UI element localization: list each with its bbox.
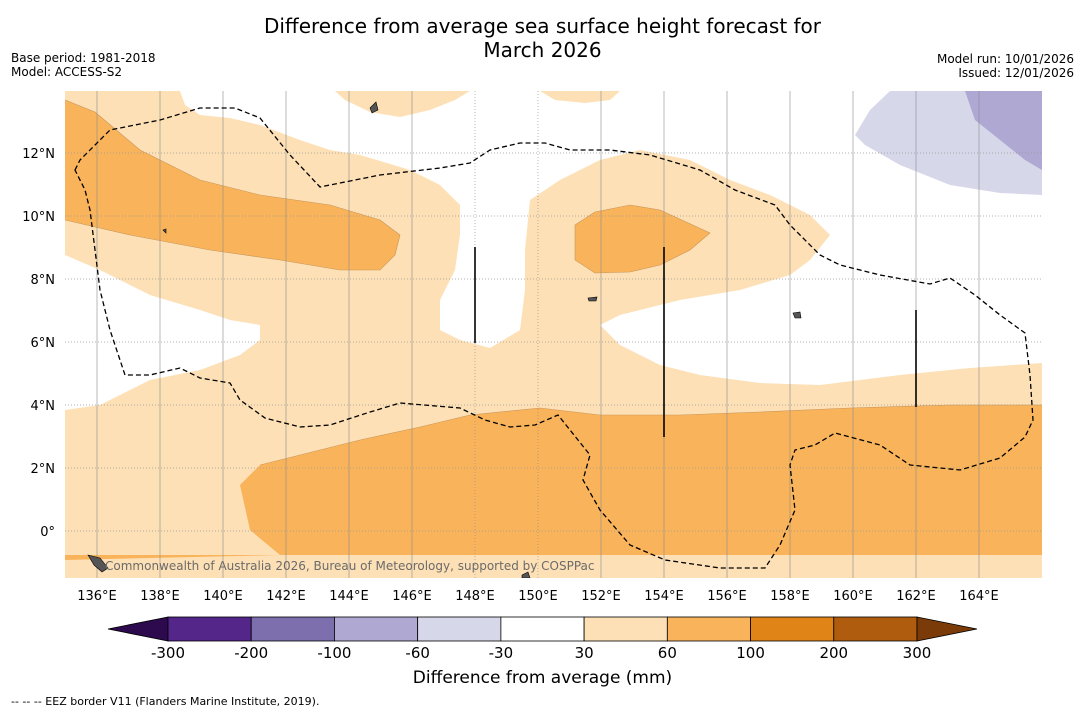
title-line-1: Difference from average sea surface heig… (263, 14, 822, 38)
eez-footnote: -- -- -- EEZ border V11 (Flanders Marine… (11, 695, 320, 708)
lon-label: 162°E (896, 589, 936, 604)
lon-label: 144°E (329, 589, 369, 604)
colorbar-tick-label: 60 (658, 644, 677, 662)
meta-left: Base period: 1981-2018 Model: ACCESS-S2 (11, 51, 156, 79)
colorbar-swatch (417, 616, 502, 642)
colorbar-swatch (500, 616, 585, 642)
lat-label: 4°N (31, 399, 56, 414)
colorbar-ticks: -300 -200 -100 -60 -30 30 60 100 200 300 (151, 644, 931, 662)
lon-label: 154°E (644, 589, 684, 604)
vertical-markers (474, 247, 917, 437)
map-panel: Commonwealth of Australia 2026, Bureau o… (65, 91, 1042, 578)
lon-labels: 136°E 138°E 140°E 142°E 144°E 146°E 148°… (77, 589, 999, 604)
colorbar-swatch (583, 616, 668, 642)
colorbar-swatch (250, 616, 335, 642)
model-run: Model run: 10/01/2026 (936, 52, 1074, 66)
colorbar-tick-label: -100 (317, 644, 351, 662)
lon-label: 140°E (203, 589, 243, 604)
colorbar-tick-label: -200 (234, 644, 268, 662)
model-name: Model: ACCESS-S2 (11, 65, 123, 79)
colorbar-tick-label: 300 (903, 644, 932, 662)
colorbar-swatch (750, 616, 835, 642)
lat-label: 2°N (31, 462, 56, 477)
lat-label: 12°N (22, 147, 55, 162)
lon-label: 158°E (770, 589, 810, 604)
colorbar-tick-label: -30 (489, 644, 514, 662)
title-line-2: March 2026 (483, 38, 602, 62)
lat-label: 8°N (31, 273, 56, 288)
lat-labels: 12°N 10°N 8°N 6°N 4°N 2°N 0° (22, 147, 55, 540)
lat-label: 10°N (22, 210, 55, 225)
lon-label: 138°E (140, 589, 180, 604)
lon-label: 148°E (455, 589, 495, 604)
eez-border (74, 107, 1034, 569)
anomaly-neg-60-100-mm (965, 91, 1042, 170)
colorbar-tick-label: 100 (736, 644, 765, 662)
lat-label: 6°N (31, 336, 56, 351)
attribution-text: Commonwealth of Australia 2026, Bureau o… (105, 559, 595, 573)
colorbar-swatch (334, 616, 419, 642)
base-period: Base period: 1981-2018 (11, 51, 156, 65)
islands (87, 101, 802, 578)
lon-label: 142°E (266, 589, 306, 604)
anomaly-60-100-mm (65, 100, 1042, 560)
lon-label: 136°E (77, 589, 117, 604)
colorbar (107, 616, 978, 642)
meta-right: Model run: 10/01/2026 Issued: 12/01/2026 (937, 52, 1074, 80)
colorbar-swatch (833, 616, 918, 642)
lon-label: 160°E (833, 589, 873, 604)
colorbar-swatch (167, 616, 252, 642)
colorbar-tick-label: 30 (575, 644, 594, 662)
lon-label: 146°E (392, 589, 432, 604)
colorbar-title: Difference from average (mm) (412, 668, 673, 688)
colorbar-tick-label: 200 (819, 644, 848, 662)
colorbar-tick-label: -60 (405, 644, 430, 662)
map-title: Difference from average sea surface heig… (0, 14, 1085, 62)
lon-label: 156°E (707, 589, 747, 604)
issued-date: Issued: 12/01/2026 (958, 66, 1074, 80)
colorbar-swatch (666, 616, 751, 642)
colorbar-extend-high (916, 616, 978, 642)
lat-gridlines (65, 152, 1042, 532)
lon-label: 152°E (581, 589, 621, 604)
colorbar-extend-low (107, 616, 169, 642)
lon-gridlines (96, 91, 980, 578)
lon-label: 164°E (959, 589, 999, 604)
lon-label: 150°E (518, 589, 558, 604)
lat-label: 0° (40, 525, 55, 540)
colorbar-tick-label: -300 (151, 644, 185, 662)
